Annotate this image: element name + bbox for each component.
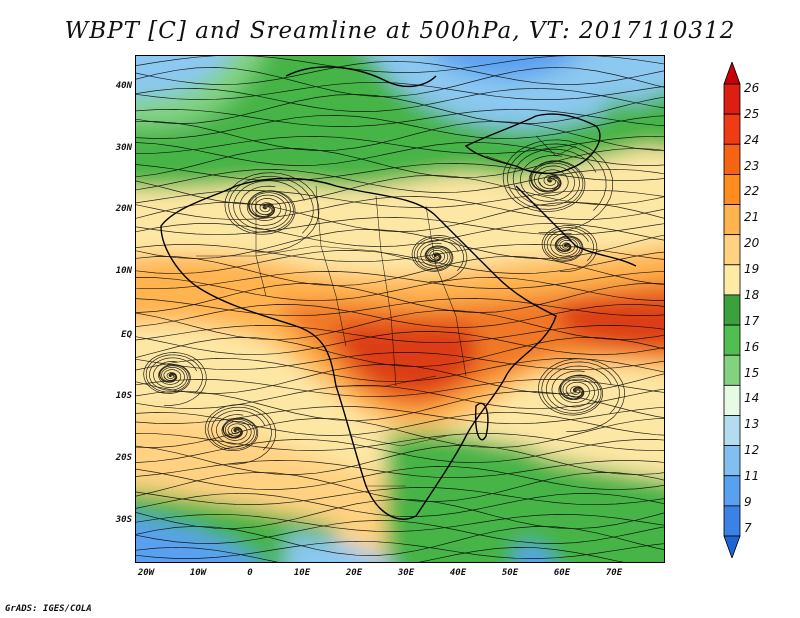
colorbar-label: 22 bbox=[744, 184, 760, 198]
lat-label: 10S bbox=[115, 391, 132, 401]
lat-label: 20S bbox=[115, 453, 132, 463]
colorbar-label: 17 bbox=[744, 314, 760, 328]
wbpt-shading bbox=[136, 56, 664, 562]
lon-label: 60E bbox=[553, 568, 571, 578]
lat-label: 30S bbox=[115, 515, 132, 525]
grads-credit: GrADS: IGES/COLA bbox=[5, 604, 92, 614]
lon-label: 30E bbox=[397, 568, 415, 578]
colorbar-label: 13 bbox=[744, 417, 760, 431]
lon-label: 40E bbox=[449, 568, 467, 578]
lon-label: 10W bbox=[189, 568, 207, 578]
lat-label: 20N bbox=[115, 204, 132, 214]
colorbar-label: 18 bbox=[744, 288, 760, 302]
colorbar-segment bbox=[723, 475, 741, 507]
lon-label: 70E bbox=[605, 568, 623, 578]
colorbar-label: 14 bbox=[744, 391, 760, 405]
colorbar-label: 26 bbox=[744, 81, 760, 95]
lat-label: EQ bbox=[121, 330, 132, 340]
wbpt-streamline-map bbox=[136, 56, 664, 562]
colorbar-segment bbox=[723, 415, 741, 447]
colorbar-label: 11 bbox=[744, 469, 760, 483]
colorbar-label: 15 bbox=[744, 366, 760, 380]
colorbar-label: 25 bbox=[744, 107, 760, 121]
colorbar-top-arrow bbox=[723, 62, 741, 85]
colorbar-segment bbox=[723, 384, 741, 416]
lon-label: 50E bbox=[501, 568, 519, 578]
country-border-layer bbox=[196, 135, 577, 487]
map-panel bbox=[135, 55, 665, 563]
colorbar-label: 21 bbox=[744, 210, 760, 224]
colorbar-segment bbox=[723, 174, 741, 205]
colorbar-label: 9 bbox=[744, 495, 752, 509]
colorbar bbox=[723, 62, 741, 558]
colorbar-label: 7 bbox=[744, 521, 752, 535]
lon-label: 0 bbox=[247, 568, 253, 578]
lon-label: 20E bbox=[345, 568, 363, 578]
colorbar-label: 12 bbox=[744, 443, 760, 457]
lat-label: 30N bbox=[115, 143, 132, 153]
colorbar-label: 24 bbox=[744, 133, 760, 147]
colorbar-segment bbox=[723, 445, 741, 477]
colorbar-segment bbox=[723, 294, 741, 326]
colorbar-segment bbox=[723, 83, 741, 115]
streamline-layer bbox=[136, 56, 664, 562]
colorbar-label: 19 bbox=[744, 262, 760, 276]
colorbar-segment bbox=[723, 354, 741, 386]
colorbar-bottom-arrow bbox=[723, 535, 741, 558]
colorbar-segment bbox=[723, 324, 741, 356]
colorbar-segment bbox=[723, 113, 741, 145]
map-title: WBPT [C] and Sreamline at 500hPa, VT: 20… bbox=[64, 18, 736, 44]
colorbar-segment bbox=[723, 204, 741, 236]
lon-label: 10E bbox=[293, 568, 311, 578]
colorbar-segment bbox=[723, 505, 741, 537]
colorbar-label: 23 bbox=[744, 159, 760, 173]
colorbar-segment bbox=[723, 143, 741, 175]
colorbar-segment bbox=[723, 264, 741, 296]
lat-label: 40N bbox=[115, 81, 132, 91]
lon-label: 20W bbox=[137, 568, 155, 578]
lat-label: 10N bbox=[115, 266, 132, 276]
colorbar-label: 16 bbox=[744, 340, 760, 354]
colorbar-label: 20 bbox=[744, 236, 760, 250]
colorbar-segment bbox=[723, 234, 741, 266]
